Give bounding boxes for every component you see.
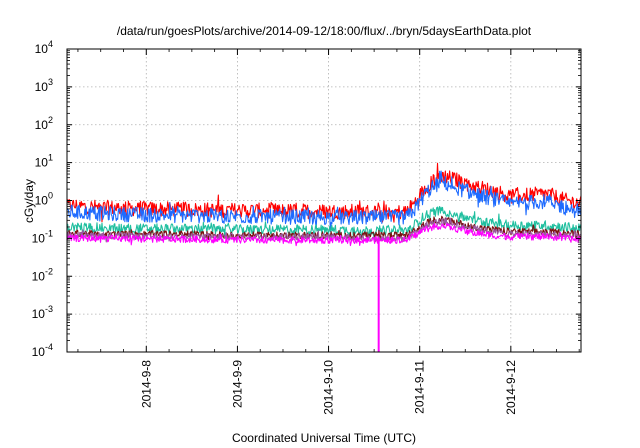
grid-lines [67,49,581,352]
series-line-4 [66,215,582,242]
plot-frame [66,48,582,353]
y-axis-label: cGy/day [22,179,36,223]
y-tick-label: 101 [35,153,53,170]
chart-title: /data/run/goesPlots/archive/2014-09-12/1… [117,24,532,38]
series-line-1 [66,162,582,223]
y-tick-label: 102 [35,115,53,132]
series-line-6 [66,222,582,247]
plot-border [66,48,582,353]
y-tick-label: 10-1 [32,228,53,245]
series-line-3 [66,205,582,240]
x-tick-labels: 2014-9-8 2014-9-9 2014-9-10 2014-9-11 2014-9… [139,360,518,415]
y-tick-label: 100 [35,191,53,208]
y-tick-label: 10-3 [32,304,53,321]
x-tick-label: 2014-9-11 [413,360,427,414]
series-lines [66,162,582,352]
y-tick-labels: 10-4 10-3 10-2 10-1 100 101 102 103 104 [32,39,53,359]
series-line-2 [66,170,582,233]
x-tick-label: 2014-9-9 [230,360,244,408]
y-tick-label: 103 [35,77,53,94]
series-line-5 [66,217,582,243]
x-tick-label: 2014-9-8 [139,360,153,408]
x-axis-label: Coordinated Universal Time (UTC) [232,431,416,445]
x-tick-label: 2014-9-10 [322,360,336,415]
y-tick-label: 10-2 [32,266,53,283]
x-tick-label: 2014-9-12 [504,360,518,415]
y-tick-label: 10-4 [32,342,53,359]
y-tick-label: 104 [35,39,53,56]
